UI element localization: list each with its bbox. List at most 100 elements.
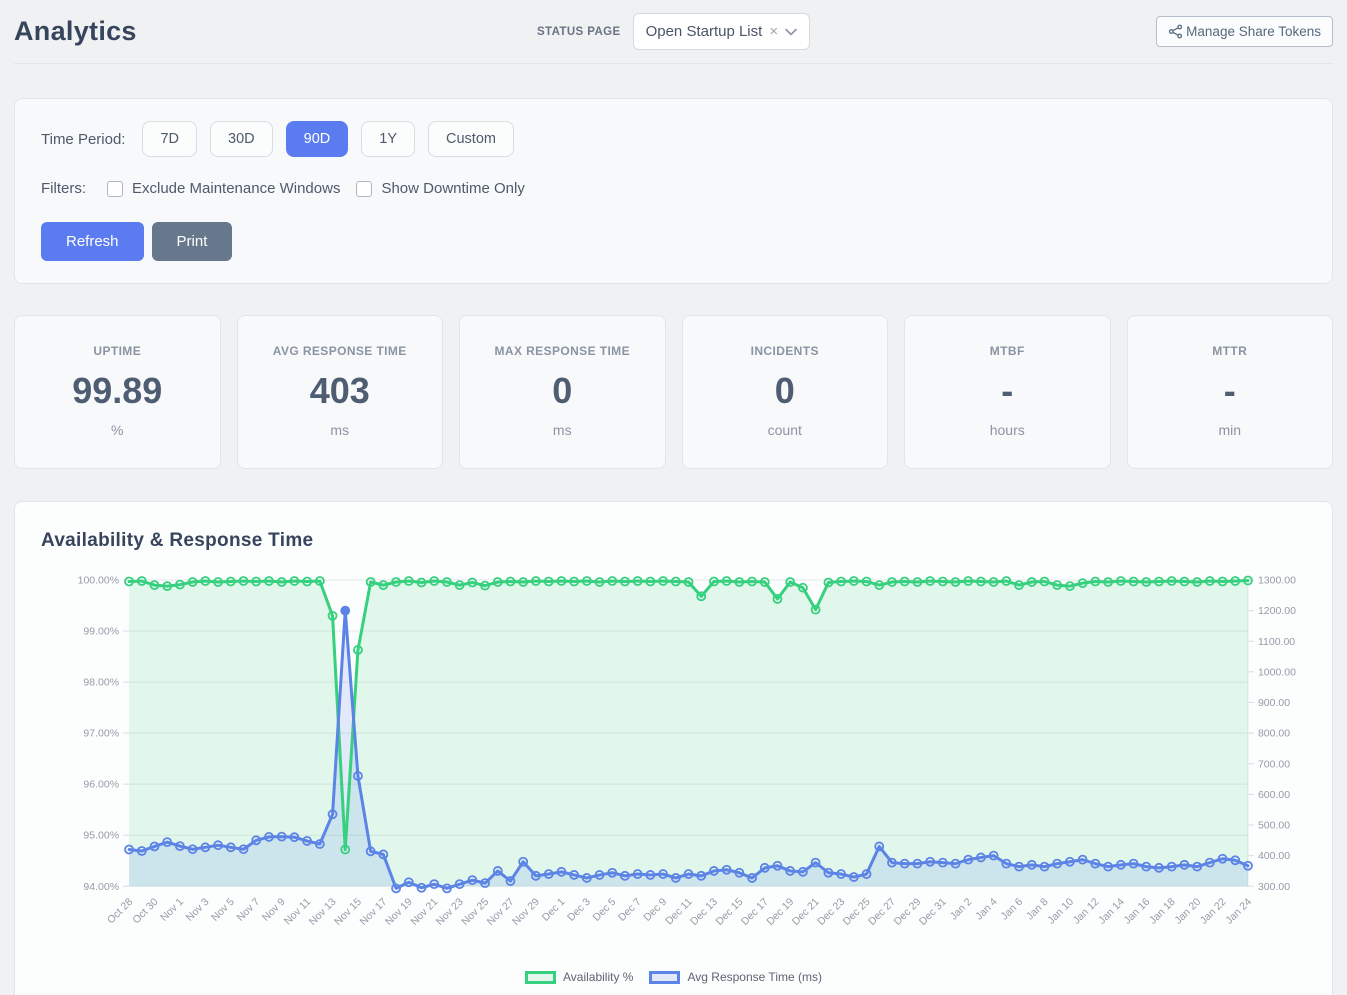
svg-text:Dec 15: Dec 15 bbox=[713, 896, 745, 928]
period-button-custom[interactable]: Custom bbox=[428, 121, 514, 157]
status-page-label: STATUS PAGE bbox=[536, 25, 621, 38]
svg-text:Jan 14: Jan 14 bbox=[1096, 896, 1127, 927]
chart-title: Availability & Response Time bbox=[41, 530, 314, 551]
stat-unit: ms bbox=[330, 422, 350, 438]
svg-text:Dec 27: Dec 27 bbox=[866, 896, 898, 928]
stat-label: AVG RESPONSE TIME bbox=[272, 344, 407, 358]
period-button-1y[interactable]: 1Y bbox=[361, 121, 415, 157]
filters-label: Filters: bbox=[41, 180, 86, 197]
svg-text:Dec 17: Dec 17 bbox=[739, 896, 771, 928]
stat-card-max-response-time: MAX RESPONSE TIME 0 ms bbox=[459, 315, 666, 469]
svg-text:700.00: 700.00 bbox=[1258, 758, 1290, 770]
stat-value: 0 bbox=[552, 370, 573, 411]
stat-value: - bbox=[1001, 370, 1014, 411]
stat-label: MTTR bbox=[1212, 344, 1248, 358]
legend-label-response-time: Avg Response Time (ms) bbox=[687, 970, 822, 985]
svg-text:1200.00: 1200.00 bbox=[1258, 605, 1296, 617]
stat-unit: hours bbox=[989, 422, 1025, 438]
svg-text:Oct 28: Oct 28 bbox=[105, 896, 135, 926]
page-title: Analytics bbox=[14, 16, 137, 46]
svg-text:Jan 2: Jan 2 bbox=[948, 896, 975, 923]
legend-swatch-response-time bbox=[649, 970, 681, 984]
stat-card-avg-response-time: AVG RESPONSE TIME 403 ms bbox=[236, 315, 443, 469]
stat-label: MAX RESPONSE TIME bbox=[494, 344, 630, 358]
availability-chart-card: Availability & Response Time 100.00% 99.0… bbox=[14, 501, 1333, 995]
print-button[interactable]: Print bbox=[151, 222, 233, 261]
manage-share-tokens-label: Manage Share Tokens bbox=[1186, 24, 1322, 39]
svg-text:Nov 13: Nov 13 bbox=[307, 896, 339, 928]
svg-text:Nov 3: Nov 3 bbox=[184, 896, 212, 924]
svg-text:Jan 16: Jan 16 bbox=[1122, 896, 1153, 927]
svg-text:Dec 19: Dec 19 bbox=[764, 896, 796, 928]
status-page-selected-value: Open Startup List bbox=[645, 23, 763, 40]
manage-share-tokens-button[interactable]: Manage Share Tokens bbox=[1156, 16, 1334, 47]
svg-text:Dec 23: Dec 23 bbox=[815, 896, 847, 928]
svg-text:95.00%: 95.00% bbox=[83, 830, 119, 842]
clear-selection-icon[interactable]: × bbox=[769, 23, 779, 40]
checkbox-exclude-maintenance-label: Exclude Maintenance Windows bbox=[132, 180, 341, 197]
svg-text:Nov 25: Nov 25 bbox=[459, 896, 491, 928]
stat-unit: min bbox=[1218, 422, 1242, 438]
chevron-down-icon[interactable] bbox=[785, 28, 797, 36]
stat-value: 403 bbox=[309, 370, 370, 411]
svg-text:Jan 24: Jan 24 bbox=[1223, 896, 1254, 927]
svg-text:100.00%: 100.00% bbox=[78, 575, 119, 587]
svg-text:Nov 23: Nov 23 bbox=[434, 896, 466, 928]
svg-text:Jan 12: Jan 12 bbox=[1071, 896, 1102, 927]
stat-label: UPTIME bbox=[93, 344, 142, 358]
svg-text:Nov 19: Nov 19 bbox=[383, 896, 415, 928]
svg-text:Dec 25: Dec 25 bbox=[841, 896, 873, 928]
chart-legend: Availability % Avg Response Time (ms) bbox=[41, 970, 1306, 984]
svg-text:98.00%: 98.00% bbox=[83, 677, 119, 689]
svg-text:400.00: 400.00 bbox=[1258, 850, 1290, 862]
period-button-30d[interactable]: 30D bbox=[210, 121, 273, 157]
svg-text:Oct 30: Oct 30 bbox=[130, 896, 160, 926]
stats-row: UPTIME 99.89 % AVG RESPONSE TIME 403 ms … bbox=[14, 315, 1333, 469]
filters-panel: Time Period: 7D 30D 90D 1Y Custom Filter… bbox=[14, 98, 1333, 284]
svg-text:Dec 3: Dec 3 bbox=[565, 896, 593, 924]
svg-text:Nov 29: Nov 29 bbox=[510, 896, 542, 928]
svg-text:Dec 7: Dec 7 bbox=[616, 896, 644, 924]
svg-text:500.00: 500.00 bbox=[1258, 820, 1290, 832]
stat-card-uptime: UPTIME 99.89 % bbox=[14, 315, 221, 469]
legend-item-response-time[interactable]: Avg Response Time (ms) bbox=[649, 970, 822, 984]
period-button-7d[interactable]: 7D bbox=[142, 121, 198, 157]
svg-text:Jan 22: Jan 22 bbox=[1198, 896, 1229, 927]
svg-text:96.00%: 96.00% bbox=[83, 779, 119, 791]
stat-label: INCIDENTS bbox=[750, 344, 819, 358]
svg-text:Jan 20: Jan 20 bbox=[1172, 896, 1203, 927]
legend-item-availability[interactable]: Availability % bbox=[525, 970, 633, 984]
svg-text:99.00%: 99.00% bbox=[83, 626, 119, 638]
share-icon bbox=[1168, 24, 1183, 39]
checkbox-exclude-maintenance[interactable] bbox=[107, 180, 123, 197]
period-button-90d[interactable]: 90D bbox=[285, 121, 349, 157]
svg-text:Nov 21: Nov 21 bbox=[408, 896, 440, 928]
availability-response-chart[interactable]: 100.00% 99.00% 98.00% 97.00% 96.00% 95.00% 94.… bbox=[41, 566, 1306, 970]
svg-text:300.00: 300.00 bbox=[1258, 881, 1290, 893]
svg-text:Dec 31: Dec 31 bbox=[917, 896, 949, 928]
legend-label-availability: Availability % bbox=[563, 970, 634, 985]
stat-value: - bbox=[1223, 370, 1236, 411]
refresh-button[interactable]: Refresh bbox=[41, 222, 144, 261]
time-period-label: Time Period: bbox=[41, 130, 126, 148]
svg-text:Jan 6: Jan 6 bbox=[999, 896, 1026, 923]
stat-unit: % bbox=[111, 422, 124, 438]
svg-text:94.00%: 94.00% bbox=[83, 881, 119, 893]
legend-swatch-availability bbox=[525, 970, 556, 984]
top-bar: Analytics STATUS PAGE Open Startup List … bbox=[14, 0, 1334, 64]
svg-text:Nov 17: Nov 17 bbox=[357, 896, 389, 928]
stat-unit: ms bbox=[552, 422, 572, 438]
svg-text:Nov 27: Nov 27 bbox=[485, 896, 517, 928]
svg-text:Jan 10: Jan 10 bbox=[1045, 896, 1076, 927]
svg-text:Dec 13: Dec 13 bbox=[688, 896, 720, 928]
checkbox-show-downtime[interactable] bbox=[356, 180, 373, 197]
svg-text:Nov 7: Nov 7 bbox=[234, 896, 262, 924]
svg-text:Dec 29: Dec 29 bbox=[891, 896, 923, 928]
svg-text:Nov 1: Nov 1 bbox=[158, 896, 186, 924]
svg-text:Dec 5: Dec 5 bbox=[590, 896, 618, 924]
status-page-selector[interactable]: Open Startup List × bbox=[632, 13, 811, 50]
svg-text:Jan 4: Jan 4 bbox=[973, 896, 1000, 923]
svg-text:Dec 21: Dec 21 bbox=[790, 896, 822, 928]
svg-text:1000.00: 1000.00 bbox=[1258, 666, 1296, 678]
